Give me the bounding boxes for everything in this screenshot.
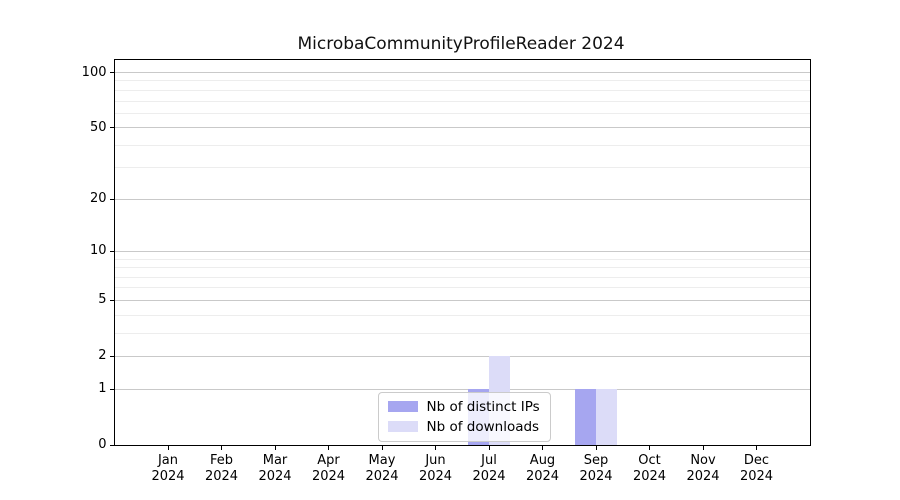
x-tick-mark — [435, 445, 437, 450]
x-tick-label: Dec 2024 — [739, 453, 774, 484]
x-tick-label: May 2024 — [365, 453, 399, 484]
plot-area: Nb of distinct IPs Nb of downloads 0 1 2 5 1… — [82, 58, 811, 484]
x-tick-mark — [221, 445, 223, 450]
y-tick-mark — [110, 72, 114, 74]
y-tick-label: 2 — [98, 348, 107, 364]
x-tick-label: Apr 2024 — [311, 453, 346, 484]
y-tick-label: 100 — [81, 64, 107, 80]
y-tick-mark — [110, 388, 114, 390]
y-tick-mark — [110, 250, 114, 253]
legend-entry-distinct-ips: Nb of distinct IPs — [387, 398, 540, 415]
y-gridline-minor — [114, 144, 810, 146]
legend: Nb of distinct IPs Nb of downloads — [377, 391, 551, 442]
y-gridline-major — [114, 355, 810, 357]
x-tick-label: Jan 2024 — [151, 453, 185, 484]
x-tick-mark — [702, 445, 704, 450]
y-tick-mark — [110, 198, 114, 200]
y-gridline-major — [114, 299, 810, 301]
y-gridline-minor — [114, 112, 810, 114]
y-tick-mark — [110, 355, 114, 358]
y-gridline-minor — [114, 287, 810, 289]
x-tick-label: Feb 2024 — [204, 453, 239, 484]
legend-entry-downloads: Nb of downloads — [387, 418, 540, 435]
x-tick-mark — [328, 445, 330, 450]
y-gridline-minor — [114, 258, 810, 260]
y-gridline-minor — [114, 267, 810, 269]
x-tick-label: Oct 2024 — [632, 453, 667, 484]
x-tick-mark — [167, 445, 169, 450]
y-tick-label: 10 — [89, 243, 107, 259]
y-tick-label: 50 — [89, 119, 107, 135]
x-tick-label: Sep 2024 — [579, 453, 613, 484]
legend-label-distinct-ips: Nb of distinct IPs — [426, 398, 540, 415]
bar-nb-of-distinct-ips — [575, 389, 596, 445]
x-tick-mark — [488, 445, 490, 450]
x-tick-mark — [381, 445, 383, 450]
x-tick-label: Mar 2024 — [258, 453, 292, 484]
y-tick-label: 5 — [98, 292, 107, 308]
x-tick-label: Aug 2024 — [525, 453, 560, 484]
y-gridline-minor — [114, 100, 810, 102]
x-tick-label: Jul 2024 — [472, 453, 506, 484]
y-gridline-minor — [114, 276, 810, 278]
x-tick-mark — [542, 445, 544, 450]
y-gridline-major — [114, 198, 810, 200]
x-tick-mark — [274, 445, 276, 450]
y-gridline-minor — [114, 167, 810, 169]
y-tick-mark — [110, 444, 114, 446]
y-tick-mark — [110, 299, 114, 302]
y-tick-label: 0 — [98, 437, 107, 452]
y-gridline-minor — [114, 89, 810, 91]
y-tick-label: 20 — [89, 191, 107, 207]
y-gridline-major — [114, 388, 810, 390]
x-tick-mark — [595, 445, 597, 450]
x-tick-label: Nov 2024 — [686, 453, 720, 484]
legend-swatch-downloads — [387, 421, 418, 432]
y-gridline-minor — [114, 314, 810, 316]
y-tick-label: 1 — [98, 381, 107, 397]
chart-title: MicrobaCommunityProfileReader 2024 — [297, 34, 625, 54]
y-gridline-minor — [114, 332, 810, 334]
legend-swatch-distinct-ips — [387, 401, 418, 412]
y-gridline-major — [114, 127, 810, 129]
y-gridline-major — [114, 250, 810, 252]
y-gridline-minor — [114, 80, 810, 82]
y-gridline-major — [114, 72, 810, 74]
y-tick-mark — [110, 127, 114, 129]
x-tick-label: Jun 2024 — [418, 453, 453, 484]
x-tick-mark — [756, 445, 758, 450]
legend-label-downloads: Nb of downloads — [426, 418, 540, 435]
bar-nb-of-downloads — [596, 389, 617, 445]
x-tick-mark — [649, 445, 651, 450]
